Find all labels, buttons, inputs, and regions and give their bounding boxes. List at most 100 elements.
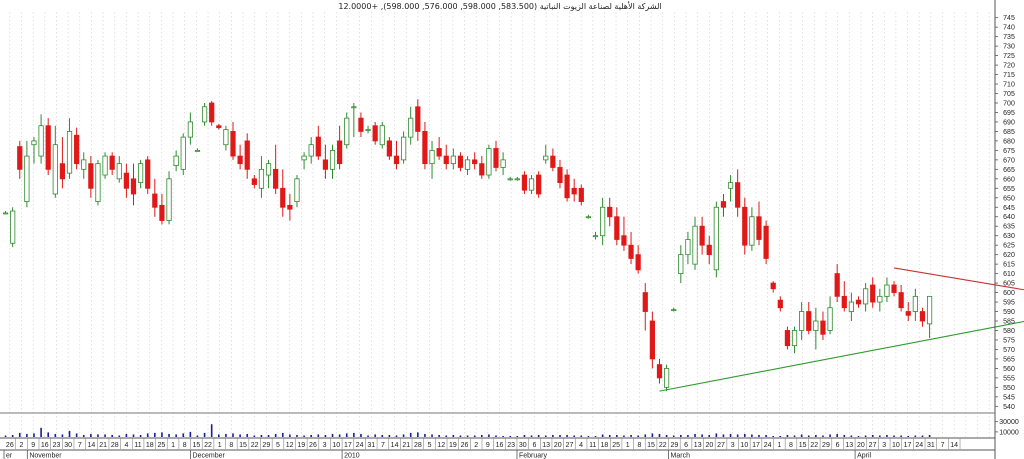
- volume-bar: [175, 434, 177, 437]
- volume-bar: [47, 432, 50, 437]
- candle-body: [671, 309, 677, 312]
- candle-body: [31, 140, 37, 146]
- volume-bar: [552, 434, 554, 437]
- price-tick-label: 705: [1003, 91, 1015, 98]
- candle-body: [763, 225, 769, 259]
- date-tick-label: 1: [218, 442, 222, 449]
- volume-bar: [580, 435, 583, 437]
- volume-bar: [253, 435, 256, 437]
- date-tick-label: 16: [496, 442, 504, 449]
- volume-bar: [772, 435, 775, 437]
- date-tick-label: 8: [637, 442, 641, 449]
- candle-body: [308, 144, 314, 157]
- candle-body: [38, 125, 44, 157]
- candle-body: [372, 125, 378, 142]
- candle-body: [919, 311, 926, 322]
- date-tick-label: 23: [507, 442, 515, 449]
- candle-body: [159, 204, 165, 221]
- candle-body: [436, 148, 442, 157]
- candle-body: [621, 235, 627, 246]
- volume-bar: [161, 432, 163, 437]
- month-label: er: [6, 453, 13, 459]
- candle-body: [2, 212, 9, 215]
- date-tick-label: 10: [892, 442, 900, 449]
- volume-bar: [132, 434, 135, 437]
- candle-body: [564, 174, 570, 199]
- candle-body: [600, 206, 606, 237]
- price-tick-label: 650: [1003, 195, 1015, 202]
- candle-body: [870, 284, 876, 303]
- date-tick-label: 20: [554, 442, 562, 449]
- date-tick-label: 17: [752, 442, 760, 449]
- date-tick-label: 6: [836, 442, 840, 449]
- volume-bar: [61, 434, 64, 437]
- volume-bar: [317, 434, 320, 437]
- volume-bar: [807, 435, 810, 437]
- volume-bar: [267, 434, 270, 437]
- volume-bar: [658, 433, 661, 437]
- date-tick-label: 21: [99, 442, 107, 449]
- volume-bar: [104, 434, 106, 437]
- date-tick-label: 5: [428, 442, 432, 449]
- candle-body: [585, 216, 592, 219]
- volume-bar: [139, 434, 142, 437]
- candle-body: [273, 168, 279, 189]
- date-tick-label: 11: [134, 442, 141, 449]
- price-tick-label: 570: [1003, 347, 1015, 354]
- volume-bar: [232, 433, 234, 437]
- candle-body: [81, 159, 87, 170]
- date-tick-label: 13: [694, 442, 702, 449]
- volume-bar: [445, 435, 448, 437]
- month-label: 2010: [344, 453, 360, 459]
- volume-bar: [281, 432, 284, 437]
- volume-bar: [907, 435, 910, 437]
- candle-body: [699, 225, 705, 246]
- candle-body: [393, 155, 400, 165]
- candle-body: [635, 254, 641, 271]
- date-tick-label: 13: [542, 442, 550, 449]
- price-tick-label: 735: [1003, 34, 1015, 41]
- volume-bar: [800, 434, 803, 437]
- price-tick-label: 725: [1003, 53, 1015, 60]
- date-tick-label: 12: [286, 442, 294, 449]
- candle-body: [607, 206, 613, 218]
- candle-body: [578, 187, 584, 202]
- candle-body: [678, 254, 684, 275]
- volume-bar: [18, 432, 21, 437]
- candle-body: [493, 148, 499, 168]
- candle-body: [813, 320, 819, 331]
- volume-bar: [495, 435, 497, 437]
- price-tick-label: 540: [1003, 404, 1015, 411]
- candle-body: [123, 172, 129, 189]
- candle-body: [294, 178, 300, 202]
- volume-bar: [189, 431, 192, 437]
- candle-body: [877, 295, 883, 303]
- candle-body: [464, 159, 471, 170]
- date-tick-label: 1: [777, 442, 781, 449]
- date-tick-label: 18: [146, 442, 154, 449]
- volume-bar: [928, 434, 931, 437]
- date-tick-label: 18: [601, 442, 609, 449]
- volume-bar: [886, 434, 888, 437]
- volume-bar: [111, 434, 113, 437]
- volume-bar: [438, 434, 440, 437]
- volume-bar: [239, 434, 241, 437]
- date-tick-label: 4: [124, 442, 128, 449]
- candle-body: [507, 178, 513, 181]
- volume-bar: [367, 435, 369, 437]
- candle-body: [528, 178, 535, 191]
- date-tick-label: 7: [381, 442, 385, 449]
- volume-bar: [516, 435, 519, 437]
- candle-body: [145, 159, 151, 189]
- candle-body: [237, 155, 243, 165]
- volume-bar: [850, 435, 853, 437]
- volume-bar: [417, 432, 419, 437]
- date-tick-label: 10: [740, 442, 748, 449]
- date-tick-label: 8: [183, 442, 187, 449]
- date-tick-label: 14: [88, 442, 96, 449]
- candle-body: [543, 155, 549, 161]
- price-tick-label: 635: [1003, 224, 1015, 231]
- candle-body: [628, 244, 634, 259]
- volume-bar: [331, 433, 334, 437]
- date-tick-label: 7: [941, 442, 945, 449]
